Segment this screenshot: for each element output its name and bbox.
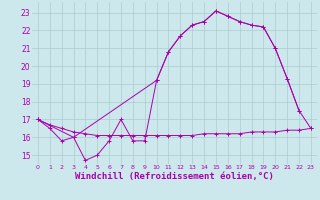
- X-axis label: Windchill (Refroidissement éolien,°C): Windchill (Refroidissement éolien,°C): [75, 172, 274, 181]
